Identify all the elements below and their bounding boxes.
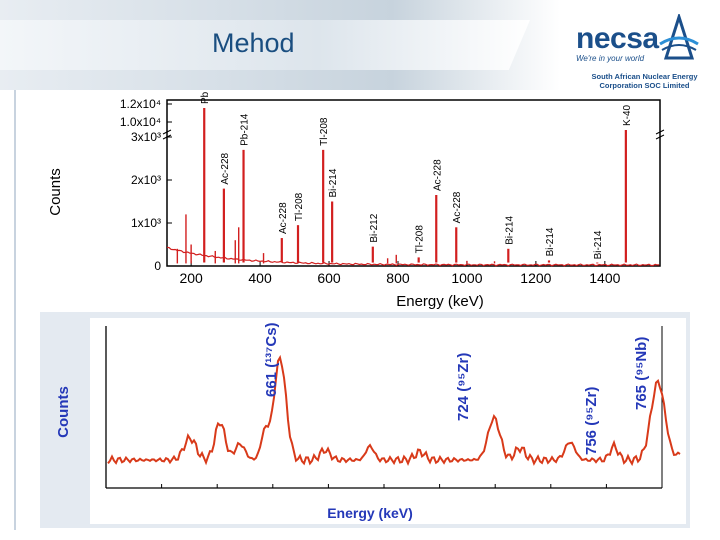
x-axis-label: Energy (keV) (396, 293, 484, 310)
logo-tower-icon (659, 14, 699, 60)
necsa-logo: necsa We're in your world South African … (570, 0, 720, 100)
x-tick-label: 800 (386, 270, 410, 286)
plot-frame (166, 99, 661, 267)
peak-label: 724 (⁹⁵Zr) (455, 353, 472, 421)
title-band (0, 20, 530, 70)
slide-title: Mehod (212, 28, 295, 58)
x-tick-label: 600 (317, 270, 341, 286)
spectrum-continuum (166, 246, 660, 267)
y-tick-label: 2x10³ (131, 173, 161, 187)
peak-label: 765 (⁹⁵Nb) (633, 337, 650, 410)
peak-label: 756 (⁹⁵Zr) (583, 387, 600, 455)
peak-label: Bi-214 (328, 168, 339, 197)
x-tick-label: 1400 (589, 270, 620, 286)
x-tick-label: 1000 (451, 270, 482, 286)
peak-label: Bi-212 (369, 213, 380, 242)
axis-break-left (162, 129, 172, 140)
logo-tagline: We're in your world (576, 54, 645, 63)
y-tick-label: 1.2x10⁴ (120, 97, 161, 111)
peak-label: K-40 (622, 104, 633, 126)
x-axis-label: Energy (keV) (327, 505, 413, 521)
logo-wordmark: necsa (576, 22, 659, 55)
peak-label: Bi-214 (593, 230, 604, 259)
peak-label: Tl-208 (415, 225, 426, 254)
peak-label: Bi-214 (545, 227, 556, 256)
peak-label: Bi-214 (504, 215, 515, 244)
y-tick-label: 0 (154, 259, 161, 273)
peak-label: Pb-212 (200, 92, 211, 104)
y-tick-label: 3x10³ (131, 130, 161, 144)
logo-org-line1: South African Nuclear Energy (591, 72, 698, 81)
x-tick-label: 400 (248, 270, 272, 286)
bottom-spectrum-chart: Counts Energy (keV) 661 (¹³⁷Cs) 724 (⁹⁵Zr) 7… (55, 322, 681, 521)
logo-organisation: South African Nuclear Energy Corporation… (572, 72, 717, 90)
y-axis-label: Counts (47, 168, 64, 216)
logo-org-line2: Corporation SOC Limited (599, 81, 690, 90)
peak-label: Ac-228 (220, 152, 231, 184)
peak-label: Ac-228 (452, 191, 463, 223)
spectrum-trace (107, 354, 681, 467)
peak-label: Ac-228 (278, 202, 289, 234)
peak-label: Tl-208 (294, 192, 305, 221)
axis-break-right (655, 129, 665, 140)
bottom-chart-panel (90, 318, 686, 524)
left-rule (14, 90, 16, 530)
peak-label: Pb-214 (240, 113, 251, 146)
y-axis-label: Counts (55, 386, 72, 438)
peak-label: 661 (¹³⁷Cs) (263, 322, 280, 397)
y-tick-label: 1x10³ (131, 216, 161, 230)
y-tick-label: 1.0x10⁴ (120, 115, 161, 129)
peak-label: Ac-228 (432, 159, 443, 191)
peak-label: Tl-208 (319, 117, 330, 146)
x-tick-label: 200 (179, 270, 203, 286)
x-tick-label: 1200 (520, 270, 551, 286)
